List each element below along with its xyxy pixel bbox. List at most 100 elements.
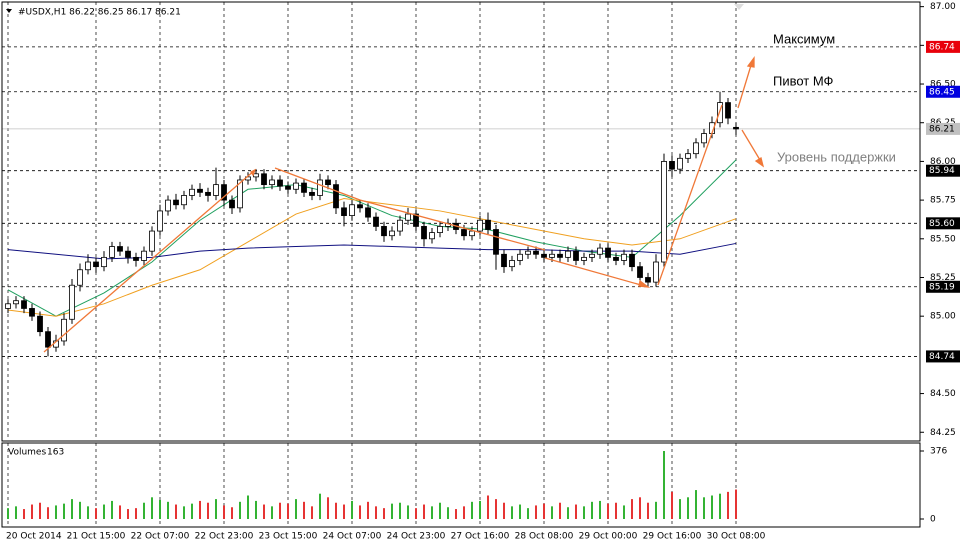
chart-title: #USDX,H1 86.22 86.25 86.17 86.21 [18, 8, 181, 18]
candle-body [5, 303, 11, 309]
candle-body [149, 230, 155, 252]
candle-body [29, 308, 35, 317]
x-tick-label: 29 Oct 16:00 [643, 532, 702, 542]
candle-body [381, 226, 387, 237]
menu-arrow[interactable] [6, 9, 12, 13]
y-tick-label: 84.25 [930, 428, 956, 438]
candle-body [261, 173, 267, 186]
candle-body [605, 247, 611, 258]
candle-body [421, 226, 427, 240]
candle-body [597, 247, 603, 255]
candle-body [661, 161, 667, 263]
candle-body [637, 266, 643, 278]
volume-label: Volumes [8, 448, 46, 458]
y-tick-label: 85.75 [930, 196, 956, 206]
candle-body [21, 300, 27, 309]
candle-body [301, 182, 307, 193]
candle-body [725, 102, 731, 119]
candle-body [589, 253, 595, 258]
x-tick-label: 28 Oct 08:00 [515, 532, 574, 542]
candle-body [397, 219, 403, 232]
candle-body [565, 250, 571, 258]
volume-current: 163 [47, 448, 64, 458]
candle-body [461, 229, 467, 237]
candle-body [669, 161, 675, 170]
y-tick-label: 0 [930, 515, 936, 525]
candle-body [517, 253, 523, 261]
x-tick-label: 20 Oct 2014 [6, 532, 62, 542]
candle-body [277, 179, 283, 187]
candle-body [45, 331, 51, 348]
candle-body [285, 185, 291, 190]
trend-arrows [43, 56, 765, 353]
annotation: Уровень поддержки [777, 149, 896, 164]
candle-body [653, 261, 659, 283]
candle-body [629, 253, 635, 268]
candle-body [733, 126, 739, 130]
candle-body [557, 253, 563, 258]
candle-body [373, 216, 379, 227]
level-label: 86.21 [929, 124, 955, 134]
x-tick-label: 29 Oct 00:00 [579, 532, 638, 542]
candle-body [677, 157, 683, 170]
candle-body [469, 230, 475, 237]
y-tick-label: 87.00 [930, 2, 956, 12]
candle-body [429, 232, 435, 240]
x-tick-label: 22 Oct 07:00 [131, 532, 190, 542]
candle-body [229, 199, 235, 209]
candle-body [221, 184, 227, 201]
candle-body [437, 226, 443, 234]
x-tick-label: 24 Oct 23:00 [387, 532, 446, 542]
y-tick-label: 85.25 [930, 273, 956, 283]
candle-body [309, 191, 315, 196]
candle-body [325, 179, 331, 186]
candle-body [485, 219, 491, 230]
candle-body [621, 253, 627, 261]
level-label: 84.74 [929, 352, 955, 362]
candle-body [197, 188, 203, 193]
candle-body [189, 188, 195, 196]
candle-body [693, 142, 699, 155]
candle-body [501, 253, 507, 268]
level-label: 85.94 [929, 166, 955, 176]
annotation: Максимум [773, 31, 835, 46]
candle-body [133, 256, 139, 261]
price-frame [1, 1, 921, 442]
level-label: 85.19 [929, 282, 955, 292]
level-label: 85.60 [929, 219, 955, 229]
candle-body [69, 284, 75, 320]
level-box [926, 280, 960, 293]
candle-body [125, 250, 131, 258]
level-box [926, 350, 960, 363]
candle-body [181, 195, 187, 206]
candle-body [93, 261, 99, 268]
y-tick-label: 86.00 [930, 157, 956, 167]
candle-body [581, 256, 587, 261]
level-box [926, 40, 960, 53]
candle-body [389, 230, 395, 237]
candle-body [269, 179, 275, 186]
y-tick-label: 86.50 [930, 80, 956, 90]
y-tick-label: 85.00 [930, 312, 956, 322]
level-box [926, 164, 960, 177]
candle-body [37, 315, 43, 333]
y-tick-label: 376 [930, 447, 947, 457]
candle-body [525, 250, 531, 255]
candle-body [317, 179, 323, 196]
candle-body [213, 184, 219, 196]
candle-body [253, 173, 259, 178]
x-tick-label: 27 Oct 16:00 [451, 532, 510, 542]
candle-body [205, 191, 211, 196]
candle-body [117, 246, 123, 252]
candle-body [173, 199, 179, 206]
candle-body [333, 184, 339, 209]
y-tick-label: 85.50 [930, 234, 956, 244]
candle-body [405, 213, 411, 221]
candle-body [141, 250, 147, 261]
candle-body [109, 246, 115, 258]
x-tick-label: 24 Oct 07:00 [323, 532, 382, 542]
x-tick-label: 30 Oct 08:00 [707, 532, 766, 542]
candle-body [357, 204, 363, 209]
candle-body [293, 182, 299, 190]
